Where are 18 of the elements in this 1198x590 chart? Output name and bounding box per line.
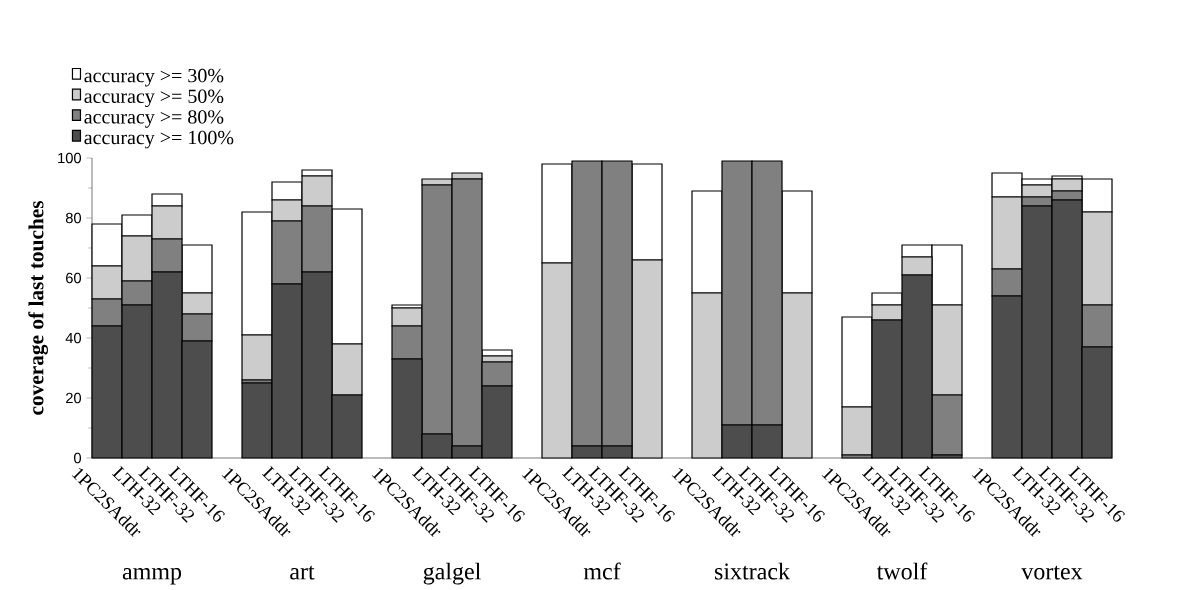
text: mcf xyxy=(583,562,621,580)
text: art xyxy=(290,565,315,580)
y-tick-label: 0 xyxy=(74,452,82,464)
y-tick-label: 80 xyxy=(65,212,82,224)
text: sixtrack xyxy=(715,562,791,580)
legend-label: accuracy >= 80% xyxy=(84,110,224,128)
y-tick-label: 40 xyxy=(65,332,82,344)
text: ammp xyxy=(122,568,182,585)
legend-label: accuracy >= 100% xyxy=(84,130,234,149)
legend-label: accuracy >= 30% xyxy=(84,68,224,87)
y-tick-label: 20 xyxy=(66,392,82,404)
y-tick-label: 100 xyxy=(58,152,82,164)
y-axis-title: coverage of last touches xyxy=(28,200,48,415)
text: vortex xyxy=(1021,565,1083,580)
text: twolf xyxy=(876,562,928,580)
legend-label: accuracy >= 50% xyxy=(84,89,224,108)
y-tick-label: 60 xyxy=(66,272,82,284)
text: galgel xyxy=(423,562,481,585)
